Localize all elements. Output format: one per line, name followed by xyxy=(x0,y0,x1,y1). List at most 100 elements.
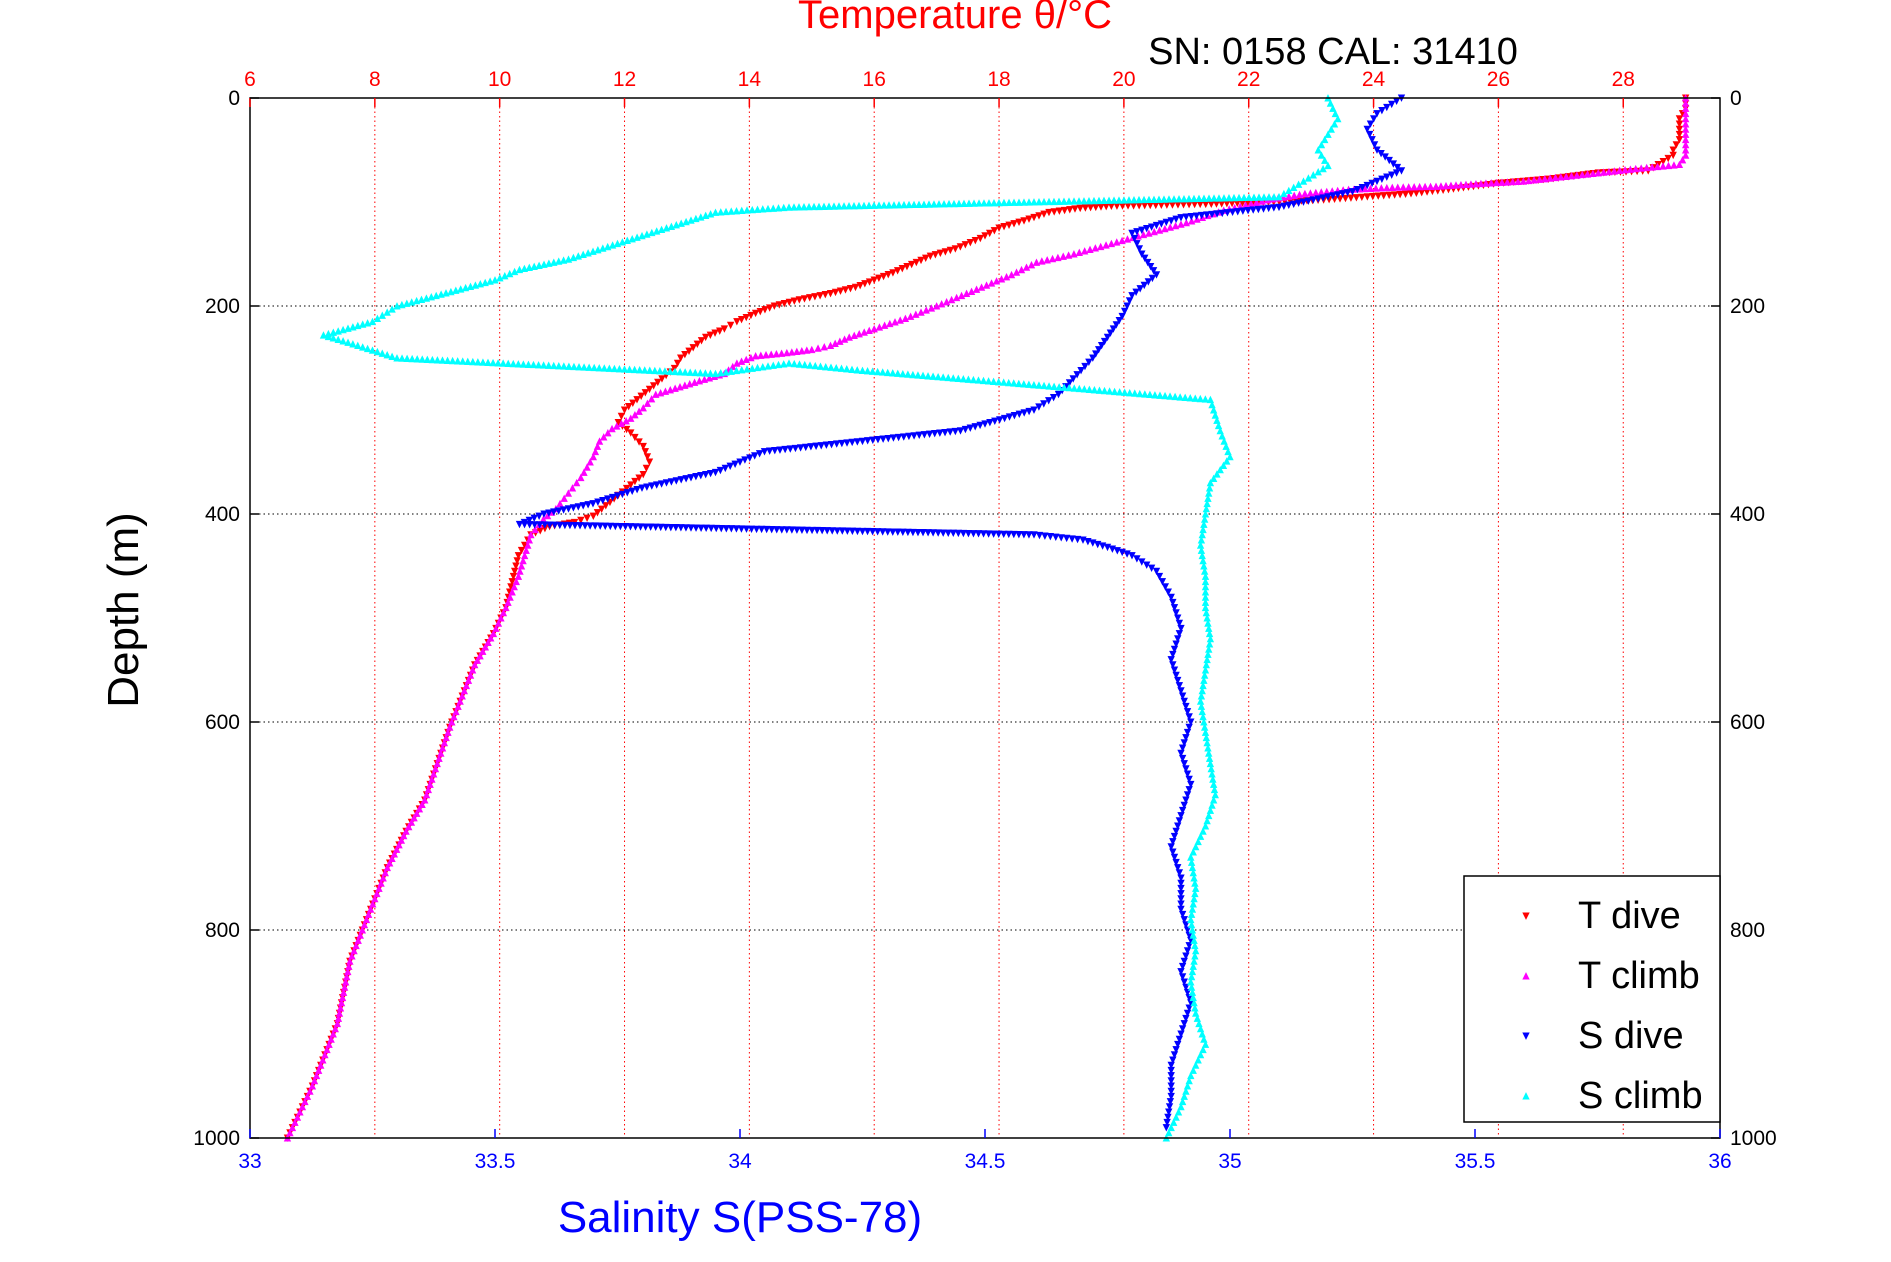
data-point xyxy=(402,827,410,835)
data-point xyxy=(327,1035,335,1043)
data-point xyxy=(1172,640,1180,648)
data-point xyxy=(1183,947,1192,955)
data-point xyxy=(631,433,639,442)
data-point xyxy=(383,863,392,872)
data-point xyxy=(344,967,352,976)
data-point xyxy=(1275,203,1283,212)
data-point xyxy=(1180,957,1188,966)
data-point xyxy=(941,428,949,437)
data-point xyxy=(954,374,962,382)
data-point xyxy=(795,296,803,304)
data-point xyxy=(1177,220,1185,228)
data-point xyxy=(1123,235,1132,243)
data-point xyxy=(980,199,988,207)
data-point xyxy=(388,854,396,863)
data-point xyxy=(1017,265,1026,274)
data-point xyxy=(894,433,903,442)
data-point xyxy=(1605,167,1613,176)
data-point xyxy=(1109,325,1118,333)
data-point xyxy=(1174,822,1182,830)
data-point xyxy=(641,523,650,531)
data-point xyxy=(1216,426,1224,435)
data-point xyxy=(696,368,705,377)
data-point xyxy=(937,300,946,308)
data-point xyxy=(1197,702,1206,710)
data-point xyxy=(1203,499,1211,508)
data-point xyxy=(520,264,529,273)
data-point xyxy=(653,481,661,489)
data-point xyxy=(1378,175,1386,183)
data-point xyxy=(288,1123,297,1132)
data-point xyxy=(606,522,614,531)
data-point xyxy=(1164,1113,1172,1122)
data-point xyxy=(1208,801,1216,809)
data-point xyxy=(935,200,943,208)
data-point xyxy=(795,203,803,211)
data-point xyxy=(831,339,839,347)
data-point xyxy=(848,365,856,373)
data-point xyxy=(1669,146,1677,154)
data-point xyxy=(1519,177,1528,185)
data-point xyxy=(1167,656,1175,664)
data-point xyxy=(428,355,437,364)
data-point xyxy=(360,920,369,929)
data-point xyxy=(615,365,624,373)
data-point xyxy=(751,352,760,360)
data-point xyxy=(1321,156,1329,164)
data-point xyxy=(858,527,867,536)
data-point xyxy=(865,201,873,210)
data-point xyxy=(369,900,377,908)
data-point xyxy=(910,200,918,209)
data-point xyxy=(806,361,814,369)
data-point xyxy=(894,369,902,377)
data-point xyxy=(1218,209,1226,218)
data-point xyxy=(1170,604,1179,612)
data-point xyxy=(1200,676,1208,684)
data-point xyxy=(1065,379,1074,387)
data-point xyxy=(1162,1124,1170,1132)
data-point xyxy=(1089,354,1097,362)
data-point xyxy=(437,749,445,757)
data-point xyxy=(1188,926,1197,934)
data-point xyxy=(1334,114,1342,123)
data-point xyxy=(345,962,353,970)
data-point xyxy=(1383,173,1391,181)
data-point xyxy=(1626,165,1635,173)
data-point xyxy=(1396,190,1404,199)
top-tick-label: 6 xyxy=(244,68,256,91)
data-point xyxy=(1187,780,1195,789)
data-point xyxy=(1317,140,1326,149)
data-point xyxy=(1015,530,1023,539)
data-point xyxy=(1048,254,1057,263)
data-point xyxy=(1085,385,1094,393)
data-point xyxy=(616,522,625,531)
data-point xyxy=(462,681,471,690)
data-point xyxy=(589,500,597,508)
data-point xyxy=(1062,534,1071,543)
data-point xyxy=(530,262,538,270)
data-point xyxy=(454,702,462,710)
data-point xyxy=(1166,1098,1175,1106)
data-point xyxy=(677,524,685,532)
data-point xyxy=(910,432,918,440)
data-point xyxy=(1462,180,1470,189)
data-point xyxy=(811,361,819,370)
data-point xyxy=(1070,197,1078,205)
data-point xyxy=(1086,245,1094,254)
data-point xyxy=(1437,182,1445,190)
data-point xyxy=(1452,181,1460,189)
data-point xyxy=(1177,624,1185,633)
data-point xyxy=(484,638,492,647)
top-tick-label: 28 xyxy=(1612,68,1635,91)
data-point xyxy=(1010,198,1018,206)
data-point xyxy=(1100,196,1108,205)
data-point xyxy=(1192,884,1200,892)
data-point xyxy=(1339,190,1347,198)
data-point xyxy=(1167,1087,1175,1096)
data-point xyxy=(491,276,499,284)
data-point xyxy=(334,1014,343,1022)
data-point xyxy=(438,356,447,364)
data-point xyxy=(1183,926,1192,934)
data-point xyxy=(1133,240,1141,248)
data-point xyxy=(1363,125,1371,134)
